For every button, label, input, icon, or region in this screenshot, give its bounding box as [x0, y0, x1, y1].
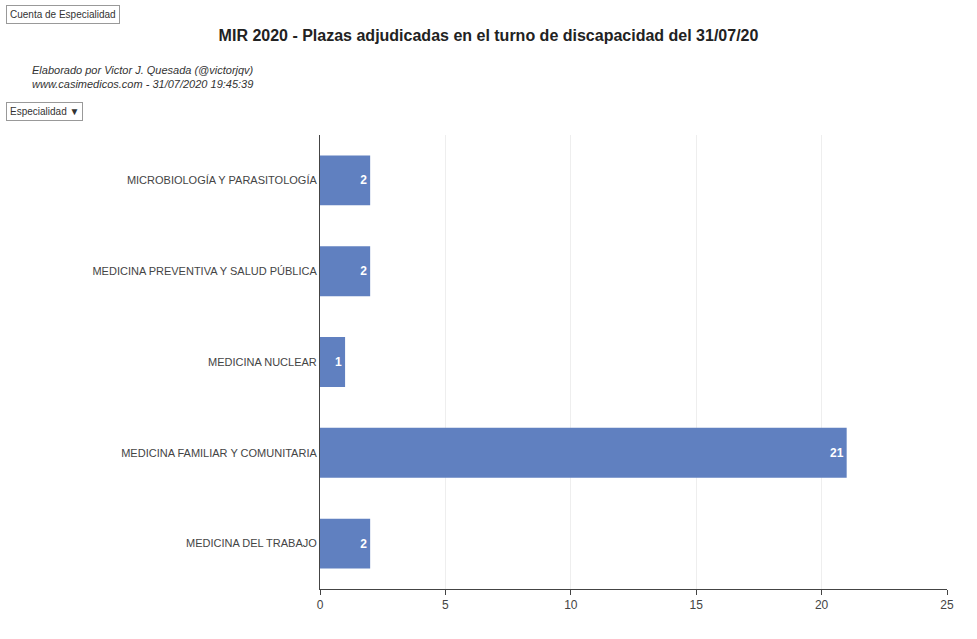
svg-text:Elaborado por Victor J. Quesad: Elaborado por Victor J. Quesada (@victor…	[32, 64, 254, 90]
svg-text:MEDICINA FAMILIAR Y COMUNITARI: MEDICINA FAMILIAR Y COMUNITARIA	[121, 447, 317, 459]
svg-text:MEDICINA PREVENTIVA Y SALUD PÚ: MEDICINA PREVENTIVA Y SALUD PÚBLICA	[92, 265, 317, 277]
svg-text:5: 5	[442, 598, 449, 612]
svg-text:2: 2	[360, 173, 367, 187]
svg-text:MICROBIOLOGÍA Y PARASITOLOGÍA: MICROBIOLOGÍA Y PARASITOLOGÍA	[127, 174, 318, 186]
svg-text:20: 20	[815, 598, 829, 612]
svg-text:10: 10	[564, 598, 578, 612]
svg-text:MIR 2020 - Plazas adjudicadas: MIR 2020 - Plazas adjudicadas en el turn…	[219, 27, 759, 44]
svg-text:21: 21	[830, 446, 844, 460]
svg-text:Especialidad ▼: Especialidad ▼	[10, 106, 79, 117]
svg-text:MEDICINA NUCLEAR: MEDICINA NUCLEAR	[208, 356, 317, 368]
svg-text:Cuenta de Especialidad: Cuenta de Especialidad	[10, 9, 116, 20]
svg-text:1: 1	[335, 355, 342, 369]
svg-text:2: 2	[360, 264, 367, 278]
svg-text:15: 15	[690, 598, 704, 612]
svg-text:25: 25	[940, 598, 954, 612]
svg-text:MEDICINA DEL TRABAJO: MEDICINA DEL TRABAJO	[186, 537, 317, 549]
svg-text:0: 0	[317, 598, 324, 612]
svg-text:2: 2	[360, 537, 367, 551]
